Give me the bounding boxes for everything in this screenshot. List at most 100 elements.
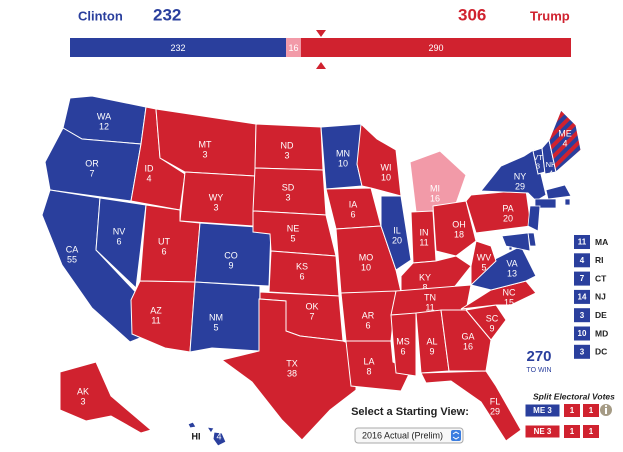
state-abbr: OH xyxy=(452,219,466,229)
district-box xyxy=(583,425,599,438)
state-votes: 29 xyxy=(490,406,500,416)
state-votes: 4 xyxy=(549,168,553,177)
small-state-shape xyxy=(527,205,541,232)
majority-marker-top xyxy=(316,30,326,37)
state-votes: 4 xyxy=(146,173,151,183)
state-shape xyxy=(130,280,196,353)
state-shape xyxy=(420,370,522,442)
small-state-votes: 3 xyxy=(580,311,585,320)
state-votes: 11 xyxy=(151,315,160,325)
small-state-abbr: MD xyxy=(595,328,608,338)
state-votes: 3 xyxy=(213,202,218,212)
small-state-votes: 11 xyxy=(578,238,587,247)
split-state-box xyxy=(524,424,561,439)
state-abbr: IN xyxy=(420,227,429,237)
small-state-abbr: DE xyxy=(595,310,607,320)
state-votes: 5 xyxy=(290,233,295,243)
us-map: WA12OR7CA55NV6ID4MT3WY3UT6AZ11CO9NM5ND3S… xyxy=(41,95,582,447)
dropdown-arrow-box xyxy=(451,430,461,441)
dropdown-box[interactable] xyxy=(354,427,464,444)
state-votes: 5 xyxy=(213,322,218,332)
state-votes: 20 xyxy=(392,235,402,245)
state-abbr: MO xyxy=(359,252,374,262)
state-votes: 18 xyxy=(454,229,464,239)
state-votes: 38 xyxy=(287,368,297,378)
state-abbr: OR xyxy=(85,158,99,168)
state-votes: 3 xyxy=(536,161,540,170)
split-state-label: ME 3 xyxy=(533,406,552,415)
logo-box xyxy=(522,348,556,376)
state-abbr: NH xyxy=(546,160,557,169)
state-abbr: OK xyxy=(305,301,318,311)
state-votes: 8 xyxy=(366,366,371,376)
starting-view-label: Select a Starting View: xyxy=(351,406,469,418)
small-state-shape xyxy=(564,198,571,206)
state-votes: 9 xyxy=(489,323,494,333)
state-votes: 29 xyxy=(515,181,525,191)
dropdown-arrow-up xyxy=(452,431,460,435)
info-icon[interactable] xyxy=(600,404,612,416)
state-abbr: AK xyxy=(77,386,89,396)
bar-segment-label: 16 xyxy=(288,43,298,53)
state-votes: 4 xyxy=(562,138,567,148)
small-state-box xyxy=(574,253,590,268)
state-abbr: PA xyxy=(502,203,513,213)
district-box xyxy=(564,425,580,438)
small-state-abbr: DC xyxy=(595,347,607,357)
state-abbr: NC xyxy=(503,287,516,297)
state-abbr: WI xyxy=(381,162,392,172)
state-votes: 9 xyxy=(429,346,434,356)
state-votes: 6 xyxy=(116,236,121,246)
state-votes: 11 xyxy=(425,302,434,312)
small-state-votes: 3 xyxy=(580,347,585,356)
state-shape xyxy=(470,240,497,287)
dropdown-value: 2016 Actual (Prelim) xyxy=(362,430,443,440)
state-votes: 3 xyxy=(202,149,207,159)
state-shape xyxy=(432,200,477,257)
info-glyph xyxy=(605,408,607,414)
split-state-box xyxy=(524,403,561,418)
state-abbr: NY xyxy=(514,171,527,181)
state-shape xyxy=(189,281,261,353)
state-abbr: IA xyxy=(349,199,358,209)
state-abbr: UT xyxy=(158,236,170,246)
district-votes: 1 xyxy=(589,406,594,415)
district-votes: 1 xyxy=(570,427,575,436)
small-state-votes: 10 xyxy=(578,329,587,338)
info-dot xyxy=(604,404,608,408)
state-votes: 12 xyxy=(99,121,109,131)
split-state-label: NE 3 xyxy=(534,427,552,436)
state-abbr: GA xyxy=(461,331,474,341)
district-box xyxy=(583,404,599,417)
state-abbr: MS xyxy=(396,336,410,346)
state-shape xyxy=(95,197,147,290)
small-state-votes: 14 xyxy=(578,293,587,302)
state-abbr: ME xyxy=(558,128,572,138)
small-state-box xyxy=(574,308,590,323)
state-votes: 15 xyxy=(504,297,514,307)
state-shape xyxy=(59,361,153,434)
state-abbr: SD xyxy=(282,182,295,192)
state-abbr: KS xyxy=(296,261,308,271)
state-votes: 3 xyxy=(285,192,290,202)
state-votes: 3 xyxy=(284,150,289,160)
split-votes: ME 3 1 1 NE 3 1 1 xyxy=(524,403,599,439)
state-shape xyxy=(220,298,357,441)
small-state-abbr: MA xyxy=(595,237,608,247)
state-votes: 6 xyxy=(299,271,304,281)
state-shape xyxy=(335,225,402,294)
small-state-box xyxy=(574,271,590,286)
starting-view-dropdown[interactable]: 2016 Actual (Prelim) xyxy=(354,427,464,444)
state-votes: 6 xyxy=(365,320,370,330)
state-shape xyxy=(356,122,402,197)
state-votes: 16 xyxy=(430,193,440,203)
state-abbr: SC xyxy=(486,313,499,323)
state-shape xyxy=(390,312,417,377)
state-votes: 8 xyxy=(422,282,427,292)
state-abbr: CA xyxy=(66,244,79,254)
state-votes: 20 xyxy=(503,213,513,223)
state-votes: 6 xyxy=(400,346,405,356)
small-state-abbr: NJ xyxy=(595,292,606,302)
